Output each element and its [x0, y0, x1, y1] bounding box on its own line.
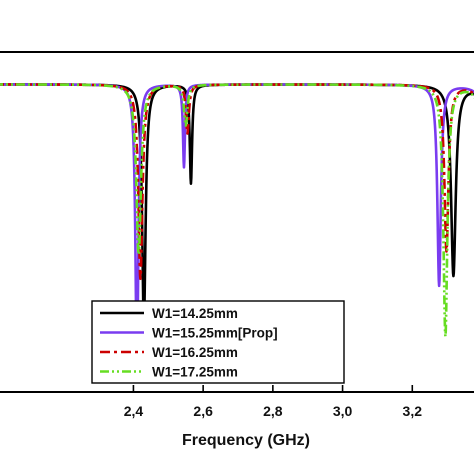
series-line: [0, 83, 474, 325]
x-tick-label: 2,6: [193, 403, 213, 419]
legend-label: W1=14.25mm: [152, 306, 238, 321]
x-tick-label: 2,4: [124, 403, 144, 419]
x-tick-label: 3,2: [403, 403, 423, 419]
legend-label: W1=17.25mm: [152, 365, 238, 380]
series-layer: [0, 83, 474, 371]
legend-box: [91, 300, 345, 384]
x-axis-ticks: 2,4 2,6 2,8 3,0 3,2: [124, 385, 423, 419]
series-line: [0, 83, 474, 281]
x-tick-label: 3,0: [333, 403, 353, 419]
legend-label: W1=16.25mm: [152, 345, 238, 360]
x-axis-title: Frequency (GHz): [182, 432, 310, 449]
x-tick-label: 2,8: [263, 403, 283, 419]
plot-border: [0, 51, 474, 393]
legend: W1=14.25mm W1=15.25mm[Prop] W1=16.25mm W1=1…: [91, 300, 345, 384]
plot-frame: [0, 51, 474, 393]
series-line: [0, 83, 474, 338]
legend-label: W1=15.25mm[Prop]: [152, 326, 278, 341]
